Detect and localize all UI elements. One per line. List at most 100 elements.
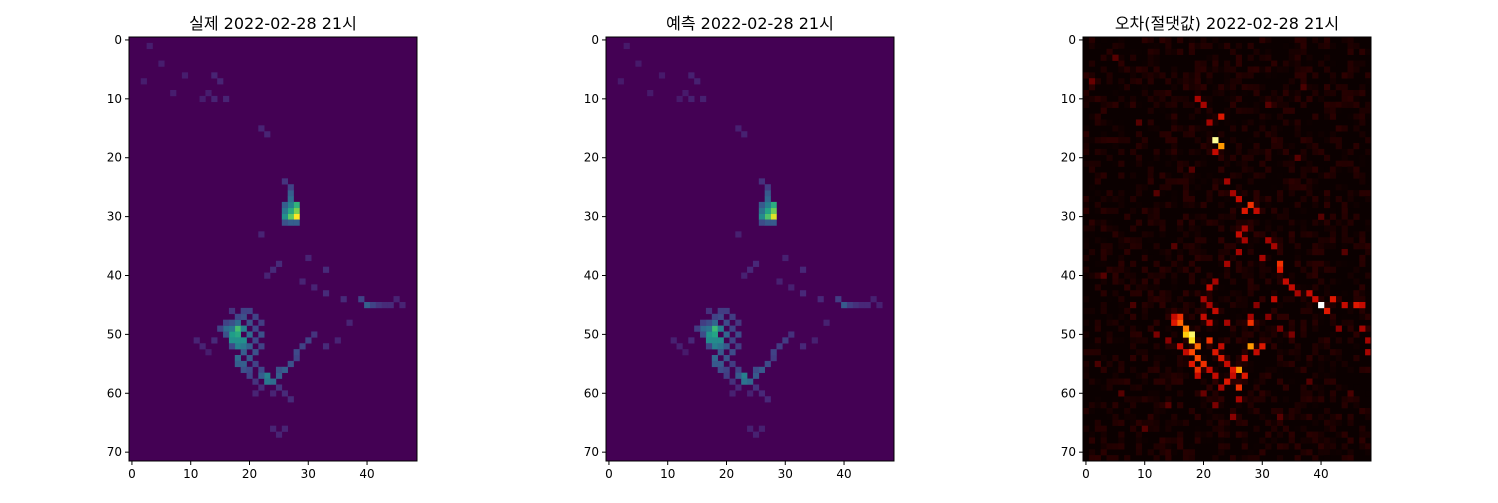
heatmap-cell	[1271, 296, 1278, 303]
heatmap-cell	[1241, 190, 1248, 197]
heatmap-cell	[258, 125, 265, 132]
heatmap-cell	[1288, 413, 1295, 421]
heatmap-cell	[1224, 337, 1231, 344]
heatmap-cell	[1094, 360, 1101, 368]
heatmap-cell	[1235, 384, 1242, 391]
heatmap-cell	[1323, 307, 1331, 315]
heatmap-cell	[1265, 390, 1272, 397]
heatmap-cell	[1124, 254, 1131, 262]
heatmap-cell	[1159, 443, 1166, 450]
heatmap-cell	[1165, 184, 1172, 191]
heatmap-cell	[299, 278, 306, 285]
heatmap-cell	[1318, 148, 1325, 156]
heatmap-cell	[1165, 343, 1172, 350]
heatmap-cell	[264, 131, 271, 138]
heatmap-cell	[1276, 325, 1284, 332]
heatmap-cell	[1206, 190, 1213, 197]
heatmap-cell	[1224, 266, 1231, 273]
heatmap-cell	[1235, 143, 1242, 150]
heatmap-cell	[1094, 172, 1101, 179]
heatmap-cell	[1306, 378, 1313, 385]
heatmap-cell	[1318, 243, 1325, 250]
heatmap-cell	[846, 302, 854, 309]
heatmap-cell	[1188, 313, 1195, 320]
heatmap-cell	[228, 319, 236, 326]
heatmap-cell	[1341, 37, 1348, 44]
heatmap-cell	[246, 366, 253, 373]
heatmap-cell	[1171, 178, 1178, 185]
heatmap-cell	[735, 231, 742, 238]
heatmap-background	[129, 37, 417, 461]
heatmap-cell	[1347, 196, 1354, 203]
heatmap-cell	[1112, 125, 1119, 132]
heatmap-cell	[1365, 272, 1372, 279]
heatmap-cell	[1347, 148, 1354, 156]
heatmap-cell	[1141, 425, 1148, 432]
heatmap-cell	[1259, 378, 1266, 385]
heatmap-cell	[1253, 231, 1260, 238]
heatmap-cell	[1083, 366, 1090, 373]
heatmap-cell	[1118, 196, 1125, 203]
y-tick-label: 70	[584, 445, 599, 459]
heatmap-cell	[287, 201, 294, 209]
heatmap-cell	[1165, 455, 1172, 462]
heatmap-cell	[1271, 313, 1278, 320]
heatmap-cell	[264, 372, 271, 379]
heatmap-cell	[1118, 137, 1125, 144]
heatmap-cell	[1177, 343, 1184, 350]
heatmap-cell	[1241, 366, 1248, 373]
heatmap-cell	[1235, 413, 1242, 421]
heatmap-cell	[1083, 207, 1090, 214]
heatmap-cell	[1365, 190, 1372, 197]
heatmap-cell	[1271, 125, 1278, 132]
heatmap-cell	[1318, 449, 1325, 456]
x-tick-label: 20	[719, 467, 734, 481]
heatmap-cell	[1188, 302, 1195, 309]
heatmap-cell	[223, 319, 230, 326]
heatmap-cell	[293, 355, 300, 362]
heatmap-cell	[1218, 154, 1225, 161]
heatmap-cell	[1153, 201, 1160, 209]
heatmap-cell	[1253, 60, 1260, 67]
heatmap-cell	[1206, 148, 1213, 156]
heatmap-cell	[1306, 95, 1313, 103]
heatmap-cell	[1294, 349, 1301, 356]
heatmap-cell	[1165, 419, 1172, 426]
heatmap-cell	[1329, 107, 1337, 114]
heatmap-cell	[1206, 172, 1213, 179]
heatmap-cell	[711, 331, 718, 338]
heatmap-cell	[1094, 201, 1101, 209]
heatmap-cell	[723, 343, 730, 350]
heatmap-cell	[1323, 284, 1331, 291]
heatmap-cell	[1194, 372, 1201, 379]
heatmap-cell	[1229, 213, 1237, 220]
heatmap-cell	[1200, 302, 1207, 309]
heatmap-cell	[1083, 143, 1090, 150]
x-tick-label: 30	[778, 467, 793, 481]
heatmap-cell	[1118, 254, 1125, 262]
heatmap-cell	[1323, 266, 1331, 273]
heatmap-cell	[246, 355, 253, 362]
heatmap-cell	[1312, 266, 1319, 273]
heatmap-cell	[1147, 72, 1154, 79]
heatmap-cell	[1294, 178, 1301, 185]
heatmap-cell	[1094, 178, 1101, 185]
heatmap-cell	[1353, 296, 1360, 303]
heatmap-cell	[1100, 260, 1107, 267]
heatmap-cell	[1271, 66, 1278, 73]
heatmap-cell	[1318, 307, 1325, 315]
heatmap-cell	[1329, 137, 1337, 144]
heatmap-cell	[741, 131, 748, 138]
heatmap-cell	[1218, 349, 1225, 356]
heatmap-cell	[1271, 390, 1278, 397]
heatmap-cell	[1165, 249, 1172, 256]
heatmap-cell	[211, 337, 218, 344]
heatmap-cell	[287, 190, 294, 197]
heatmap-cell	[1224, 249, 1231, 256]
y-tick-label: 10	[584, 92, 599, 106]
heatmap-cell	[1300, 154, 1307, 161]
heatmap-cell	[1124, 48, 1131, 55]
heatmap-cell	[1130, 78, 1137, 85]
heatmap-cell	[1124, 243, 1131, 250]
heatmap-cell	[1171, 272, 1178, 279]
